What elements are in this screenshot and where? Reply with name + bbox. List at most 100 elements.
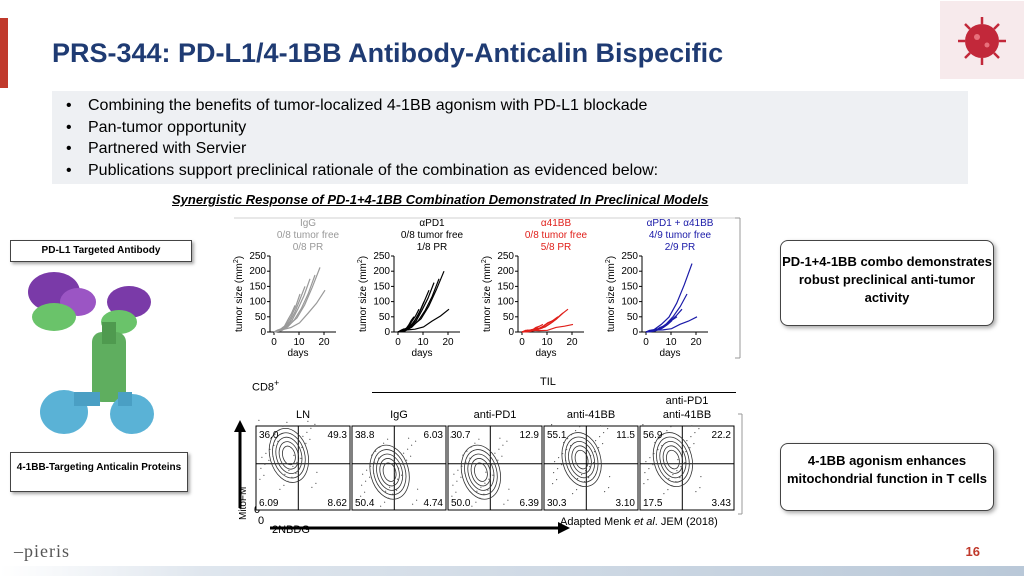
quadrant-br: 6.39	[520, 498, 540, 509]
quadrant-br: 4.74	[424, 498, 444, 509]
y-axis-label: tumor size (mm2)	[233, 256, 245, 332]
flow-panel-title: LN	[296, 409, 310, 421]
x-tick-label: 20	[566, 337, 578, 348]
x-zero-label: 0	[258, 515, 264, 527]
citation-pre: Adapted Menk	[560, 516, 634, 528]
panel-pr: 0/8 PR	[293, 242, 324, 253]
panel-pr: 1/8 PR	[417, 242, 448, 253]
y-tick-label: 0	[508, 327, 514, 338]
accent-bar	[0, 18, 8, 88]
y-tick-label: 150	[249, 281, 266, 292]
y-tick-label: 150	[373, 281, 390, 292]
quadrant-bl: 6.09	[259, 498, 279, 509]
page-number: 16	[965, 544, 980, 559]
bullet-item: Pan-tumor opportunity	[66, 117, 658, 139]
y-tick-label: 250	[621, 251, 638, 262]
tumor-curve	[521, 308, 569, 333]
quadrant-bl: 50.4	[355, 498, 375, 509]
panel-tumor-free: 4/9 tumor free	[649, 230, 712, 241]
combo-callout: PD-1+4-1BB combo demonstrates robust pre…	[780, 240, 994, 326]
y-tick-label: 50	[503, 312, 515, 323]
logo-text: pieris	[24, 541, 70, 561]
figure-subheading: Synergistic Response of PD-1+4-1BB Combi…	[172, 192, 709, 207]
y-tick-label: 250	[373, 251, 390, 262]
citation-italic: et al	[634, 516, 655, 528]
panel-treatment: α41BB	[541, 218, 572, 229]
flow-panel: IgG 38.8 6.03 50.4 4.74	[351, 409, 447, 511]
x-axis-label: days	[287, 348, 308, 359]
flow-panel: LN 36.0 49.3 6.09 8.62	[255, 409, 351, 511]
panel-pr: 5/8 PR	[541, 242, 572, 253]
x-tick-label: 10	[541, 337, 553, 348]
x-tick-label: 10	[665, 337, 677, 348]
y-tick-label: 100	[497, 297, 514, 308]
x-tick-label: 10	[417, 337, 429, 348]
pdl1-antibody-label: PD-L1 Targeted Antibody	[10, 240, 192, 262]
y-tick-label: 150	[497, 281, 514, 292]
flow-panel-title-2: anti-41BB	[663, 409, 711, 421]
quadrant-tr: 12.9	[520, 430, 540, 441]
tumor-curve	[521, 323, 574, 333]
quadrant-br: 3.43	[712, 498, 732, 509]
page-title: PRS-344: PD-L1/4-1BB Antibody-Anticalin …	[52, 38, 724, 68]
nbdg-axis-label: 2NBDG	[272, 524, 310, 536]
x-tick-label: 0	[395, 337, 401, 348]
anticalin-label: 4-1BB-Targeting Anticalin Proteins	[10, 452, 188, 492]
x-tick-label: 20	[690, 337, 702, 348]
tumor-curve	[521, 312, 564, 333]
til-divider	[372, 392, 736, 393]
agonism-callout: 4-1BB agonism enhances mitochondrial fun…	[780, 443, 994, 511]
bullet-item: Publications support preclinical rationa…	[66, 160, 658, 182]
virus-icon	[958, 17, 1006, 65]
quadrant-tr: 49.3	[328, 430, 348, 441]
flow-panel-title: anti-PD1	[666, 396, 709, 407]
y-tick-label: 100	[249, 297, 266, 308]
x-tick-label: 0	[271, 337, 277, 348]
bullet-list: Combining the benefits of tumor-localize…	[66, 95, 658, 181]
x-tick-label: 0	[519, 337, 525, 348]
bullet-item: Combining the benefits of tumor-localize…	[66, 95, 658, 117]
tumor-curve	[397, 308, 450, 333]
molecule-icon	[28, 272, 154, 434]
virus-logo	[940, 1, 1024, 79]
quadrant-tl: 56.9	[643, 430, 663, 441]
y-tick-label: 100	[373, 297, 390, 308]
quadrant-bl: 50.0	[451, 498, 471, 509]
y-tick-label: 250	[497, 251, 514, 262]
y-axis-label: tumor size (mm2)	[605, 256, 617, 332]
quadrant-tl: 36.0	[259, 430, 279, 441]
citation: Adapted Menk et al. JEM (2018)	[560, 516, 718, 528]
tumor-curve	[645, 293, 688, 333]
y-tick-label: 150	[621, 281, 638, 292]
x-tick-label: 20	[318, 337, 330, 348]
mitofm-axis-label: MitoFM	[238, 487, 249, 520]
footer-bar	[0, 566, 1024, 576]
quadrant-tr: 22.2	[712, 430, 732, 441]
quadrant-tl: 38.8	[355, 430, 375, 441]
til-label: TIL	[540, 376, 556, 388]
quadrant-tr: 11.5	[616, 430, 635, 441]
tumor-curve	[397, 282, 435, 333]
y-tick-label: 250	[249, 251, 266, 262]
tumor-curve	[397, 270, 445, 333]
x-axis-label: days	[535, 348, 556, 359]
quadrant-br: 8.62	[328, 498, 348, 509]
x-tick-label: 0	[643, 337, 649, 348]
cd8-label: CD8+	[252, 378, 279, 394]
y-tick-label: 200	[373, 266, 390, 277]
x-tick-label: 10	[293, 337, 305, 348]
pieris-logo: –pieris	[14, 541, 70, 561]
flow-panel-title: anti-PD1	[474, 409, 517, 421]
tumor-curve	[273, 267, 321, 333]
quadrant-tl: 30.7	[451, 430, 471, 441]
flow-panel-title: IgG	[390, 409, 408, 421]
flow-panel-title: anti-41BB	[567, 409, 615, 421]
panel-pr: 2/9 PR	[665, 242, 696, 253]
flow-cytometry-figure: MitoFM 0 0 2NBDG LN36.049.36.098.62IgG38…	[234, 396, 743, 536]
quadrant-bl: 17.5	[643, 498, 663, 509]
